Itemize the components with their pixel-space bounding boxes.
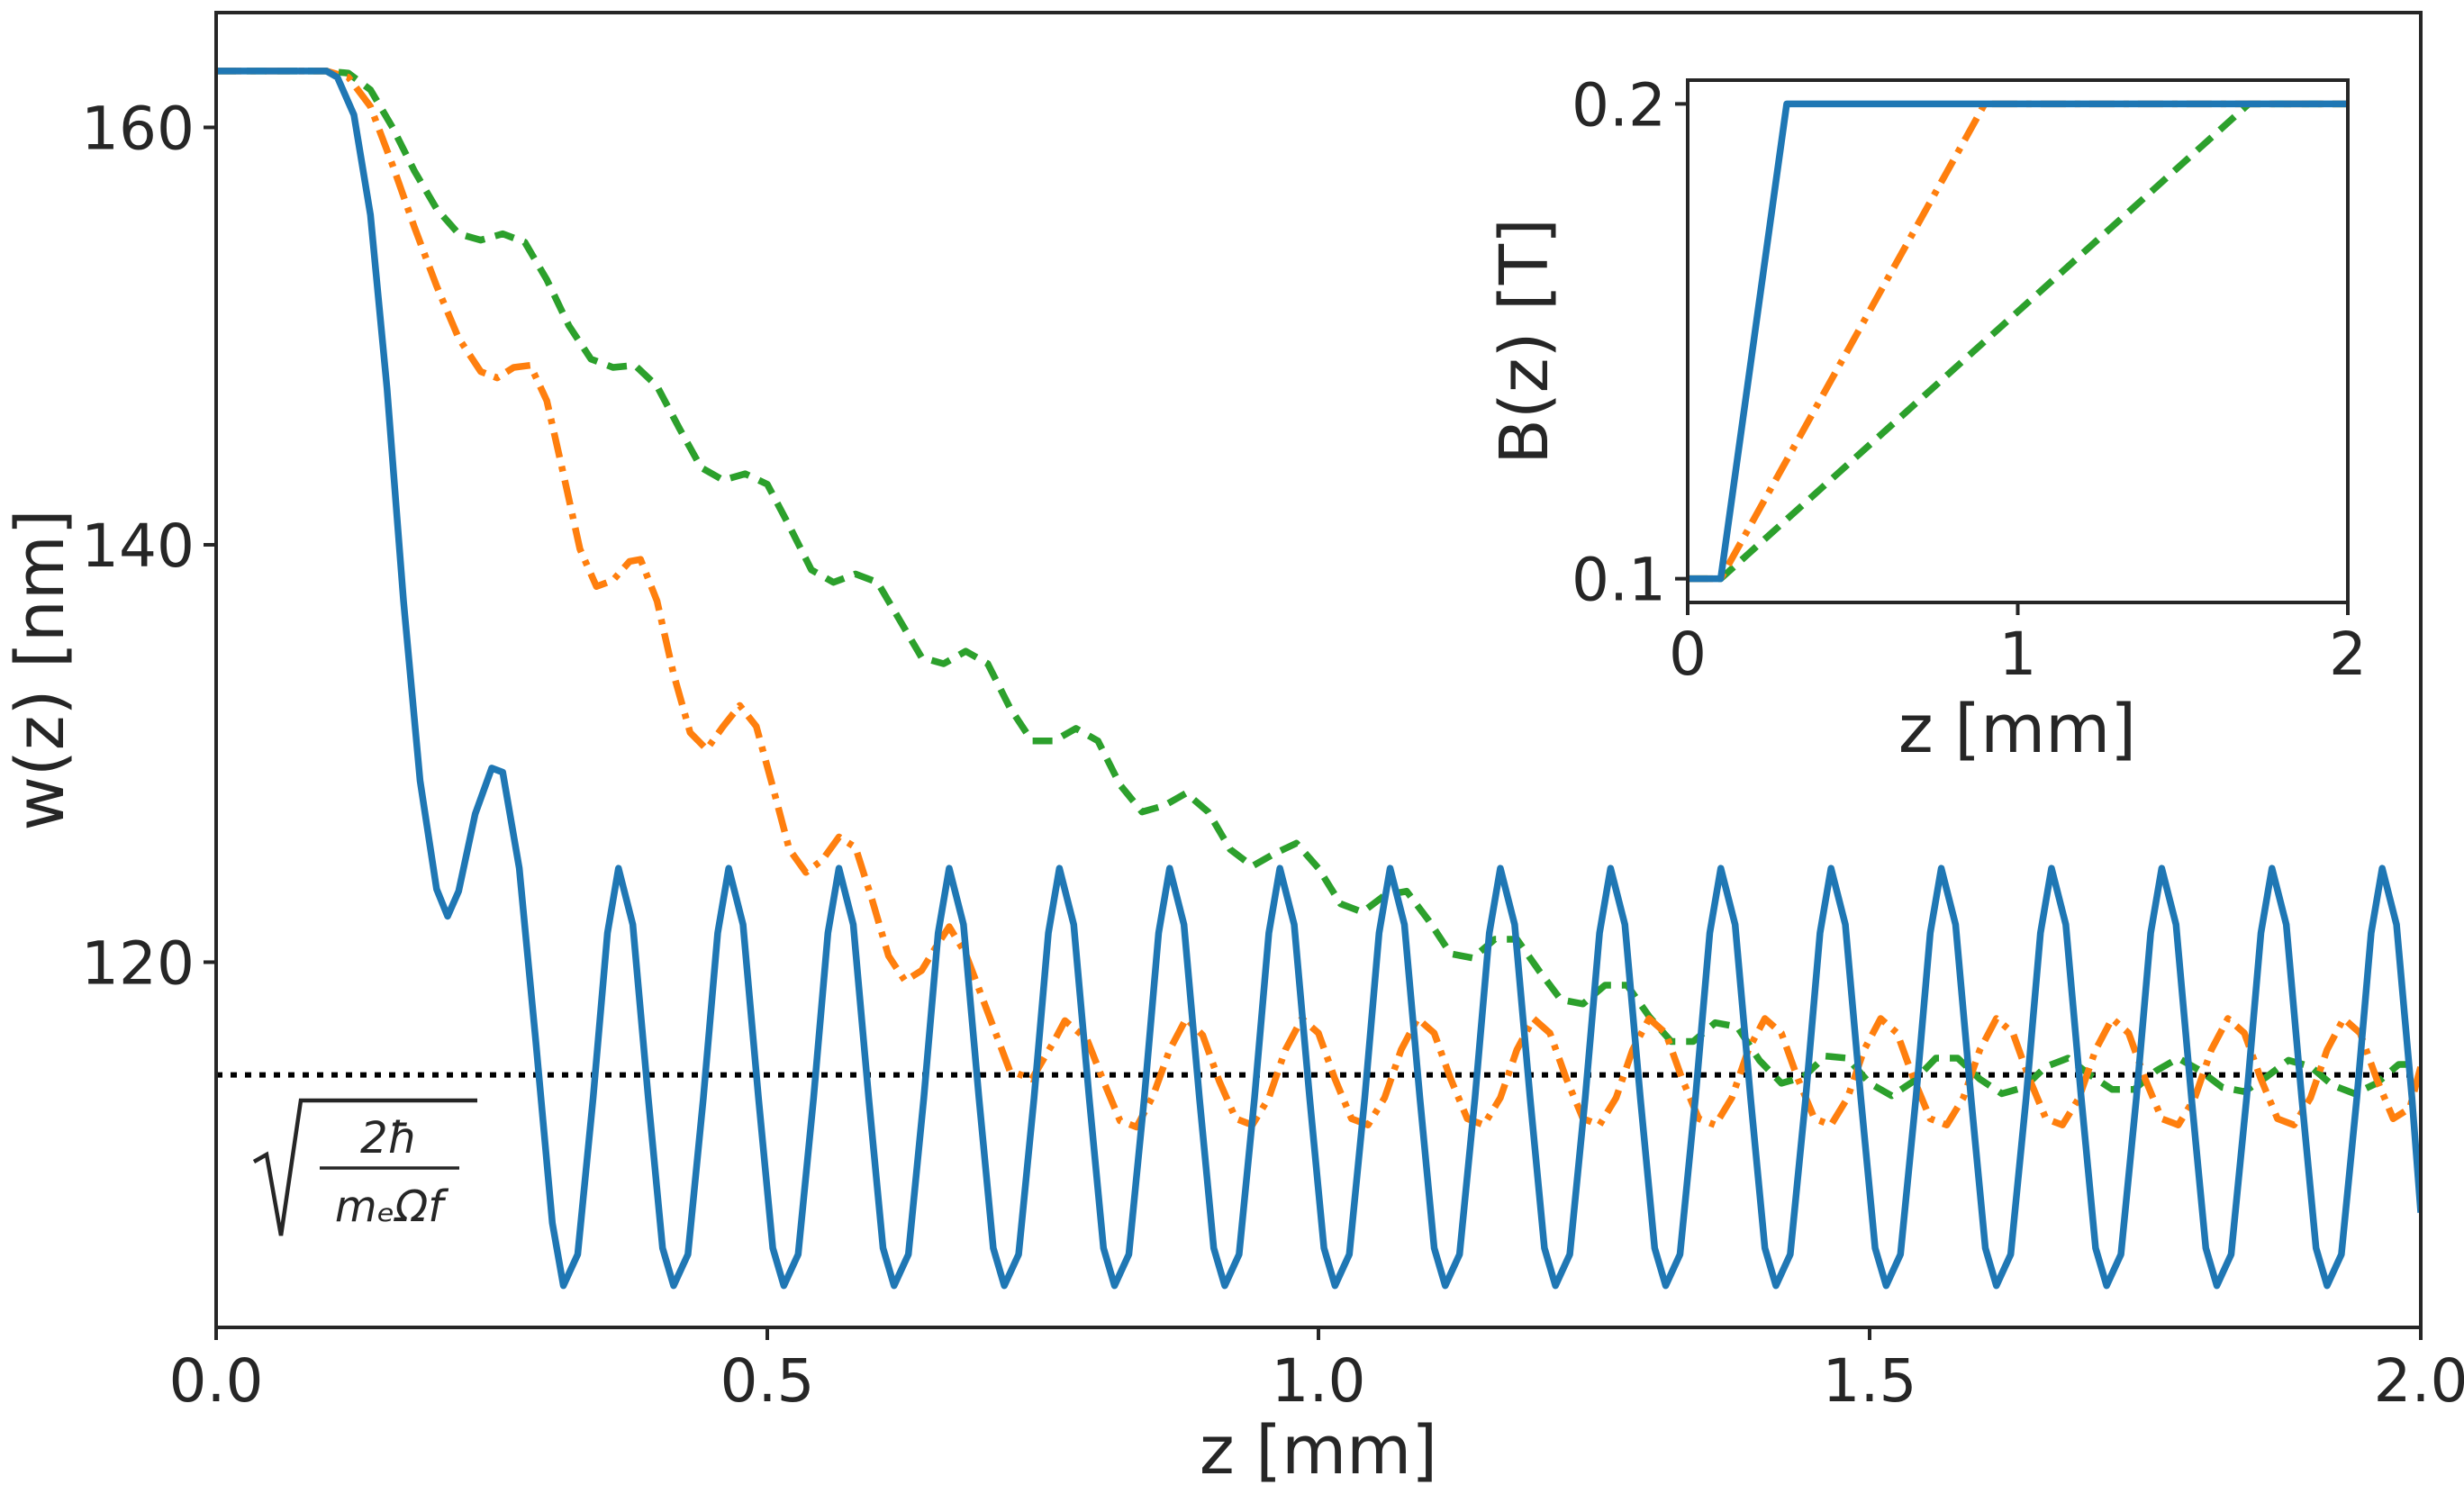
sqrt-annotation: 2ħ mₑΩf <box>252 1098 477 1236</box>
inset-series-layer <box>1688 100 2348 583</box>
inset-plot: 0 1 2 0.1 0.2 z [mm] B(z) [T] <box>1486 70 2367 768</box>
main-series-layer <box>216 68 2421 1290</box>
inset-y-axis-label: B(z) [T] <box>1486 218 1563 465</box>
main-series-fast-ramp <box>216 68 2421 1290</box>
inset-y-ticks: 0.1 0.2 <box>1572 70 1688 615</box>
inset-background <box>1688 80 2348 602</box>
main-x-tick-label: 1.5 <box>1823 1346 1917 1416</box>
sqrt-radical-sign <box>252 1098 477 1236</box>
main-x-tick-label: 1.0 <box>1272 1346 1366 1416</box>
inset-x-tick-label: 0 <box>1669 620 1707 689</box>
sqrt-denominator: mₑΩf <box>335 1182 448 1232</box>
inset-x-tick-label: 2 <box>2329 620 2367 689</box>
main-y-ticks: 120 140 160 <box>81 94 216 998</box>
inset-x-ticks: 0 1 2 <box>1669 602 2367 689</box>
main-x-axis-label: z [mm] <box>1200 1412 1437 1489</box>
main-x-tick-label: 2.0 <box>2374 1346 2464 1416</box>
main-series-slow-ramp <box>216 68 2421 1100</box>
inset-x-axis-label: z [mm] <box>1898 691 2136 768</box>
main-y-tick-label: 140 <box>81 512 195 581</box>
main-y-tick-label: 160 <box>81 94 195 163</box>
main-series-group <box>216 68 2421 1290</box>
inset-y-tick-label: 0.2 <box>1572 70 1666 140</box>
inset-x-tick-label: 1 <box>1999 620 2037 689</box>
inset-y-tick-label: 0.1 <box>1572 546 1666 615</box>
main-series-medium-ramp <box>216 68 2421 1131</box>
main-x-tick-label: 0.5 <box>720 1346 815 1416</box>
main-x-ticks: 0.0 0.5 1.0 1.5 2.0 <box>169 1327 2464 1416</box>
main-y-tick-label: 120 <box>81 928 195 998</box>
main-x-tick-label: 0.0 <box>169 1346 264 1416</box>
inset-series-fast-ramp <box>1688 100 2348 583</box>
sqrt-numerator: 2ħ <box>360 1113 418 1164</box>
inset-series-group <box>1688 100 2348 583</box>
main-y-axis-label: w(z) [nm] <box>2 509 79 830</box>
